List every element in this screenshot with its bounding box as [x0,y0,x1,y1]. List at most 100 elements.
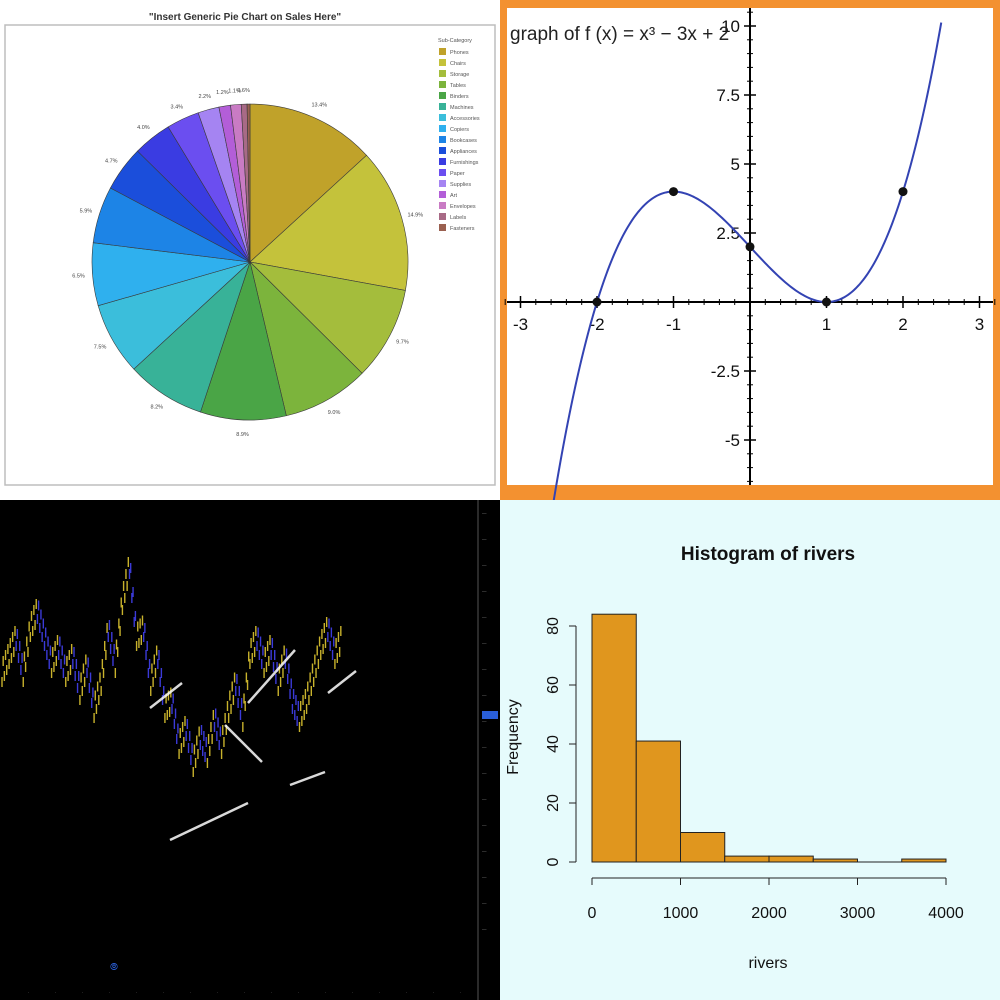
function-curve [552,22,943,500]
stock-time-tick: · [244,990,246,995]
function-x-tick-label: 2 [898,315,907,334]
stock-price-tick: — [482,641,487,646]
stock-time-tick: · [406,990,408,995]
stock-price-tick: — [482,745,487,750]
stock-price-tick: — [482,563,487,568]
histogram-y-tick-label: 20 [545,794,562,812]
pie-legend-entry: Binders [450,94,469,100]
stock-indicator-icon: ⦾ [110,962,118,973]
function-x-tick-label: 3 [975,315,984,334]
pie-legend-entry: Appliances [450,149,477,155]
pie-slice-label: 8.9% [236,432,249,438]
pie-slice-label: 4.7% [105,158,118,164]
stock-time-tick: · [352,990,354,995]
pie-slice [246,103,251,263]
pie-slice [249,103,367,263]
pie-slice-label: 9.0% [328,410,341,416]
stock-trend-line [224,724,263,763]
pie-slice-labels: 13.4% 14.9% 9.7% 9.0% 8.9% 8.2% 7.5% 6.5% 5.9% 4.… [72,88,423,438]
function-y-tick-label: 7.5 [716,86,740,105]
pie-legend-swatch [439,158,446,165]
pie-legend-entry: Art [450,193,458,199]
stock-time-tick: · [325,990,327,995]
stock-time-tick: · [460,990,462,995]
pie-slice-label: 1.1% [228,89,241,95]
histogram-x-label: rivers [748,955,787,972]
stock-price-tick: — [482,797,487,802]
stock-price-tick: — [482,589,487,594]
function-x-tick-label: -2 [589,315,604,334]
stock-time-tick: · [298,990,300,995]
pie-slice-label: 5.9% [80,208,93,214]
stock-price-tick: — [482,901,487,906]
pie-legend-entry: Supplies [450,182,471,188]
pie-legend-swatch [439,114,446,121]
stock-price-tick: — [482,693,487,698]
pie-legend-swatch [439,169,446,176]
pie-legend-swatch [439,147,446,154]
function-point [745,242,755,252]
stock-time-tick: · [82,990,84,995]
stock-trend-line [289,770,326,787]
pie-slice [249,261,363,417]
histogram-y-tick-label: 0 [545,857,562,866]
function-points [592,187,908,307]
stock-time-tick: · [190,990,192,995]
pie-slice-label: 7.5% [94,344,107,350]
pie-legend-entry: Chairs [450,61,466,67]
pie-legend-entry: Copiers [450,127,469,133]
pie-slice-label: 4.0% [137,125,150,131]
pie-slices [91,103,409,421]
function-x-tick-label: -3 [513,315,528,334]
pie-slice-label: 6.5% [72,274,85,280]
stock-time-tick: · [55,990,57,995]
stock-price-tick: — [482,615,487,620]
pie-legend-entry: Fasteners [450,226,475,232]
function-y-tick-label: 5 [731,155,740,174]
stock-time-tick: · [271,990,273,995]
stock-time-tick: · [163,990,165,995]
pie-legend-swatch [439,180,446,187]
histogram-title: Histogram of rivers [681,544,855,565]
pie-legend-entry: Tables [450,83,466,89]
stock-trend-line [149,682,183,709]
pie-legend-swatch [439,81,446,88]
histogram-bar [768,855,814,863]
pie-slice-label: 8.2% [151,405,164,411]
function-y-tick-label: -2.5 [711,362,740,381]
pie-slice-label: 9.7% [396,340,409,346]
pie-legend-entry: Furnishings [450,160,479,166]
stock-trend-line [247,649,296,704]
stock-chart-panel: — — — — — — — — — — — — — — — — — · · · · · · · · · · · · · · · · · ⦾ [0,500,500,1000]
stock-trend-lines [149,649,357,842]
stock-time-scale: · · · · · · · · · · · · · · · · · [28,990,462,995]
histogram-x-tick-label: 0 [588,905,597,922]
stock-price-tick: — [482,849,487,854]
stock-time-tick: · [28,990,30,995]
histogram-y-label: Frequency [505,699,522,775]
pie-slice [249,261,406,374]
histogram-y-tick-label: 40 [545,735,562,753]
pie-chart-panel: "Insert Generic Pie Chart on Sales Here"… [0,0,500,500]
function-x-tick-label: 1 [822,315,831,334]
histogram-y-tick-label: 60 [545,676,562,694]
histogram-panel: Histogram of rivers 0 1000 2000 3000 4000 0 20… [500,500,1000,1000]
stock-plot-area [0,500,478,1000]
function-point [592,297,602,307]
pie-legend: Phones Chairs Storage Tables Binders Machines… [439,48,480,232]
pie-legend-entry: Paper [450,171,465,177]
histogram-axes: 0 1000 2000 3000 4000 0 20 40 60 80 [545,617,964,922]
function-point [822,297,831,307]
histogram-x-tick-label: 4000 [928,905,964,922]
pie-legend-swatch [439,59,446,66]
pie-slice-label: 2.2% [198,94,211,100]
pie-slice-label: 14.9% [407,212,423,218]
stock-time-tick: · [136,990,138,995]
pie-legend-entry: Bookcases [450,138,477,144]
function-y-tick-label: 10 [721,17,740,36]
function-point [669,187,678,197]
histogram-bar [680,832,726,863]
pie-slice [249,154,409,291]
stock-price-tick: — [482,667,487,672]
